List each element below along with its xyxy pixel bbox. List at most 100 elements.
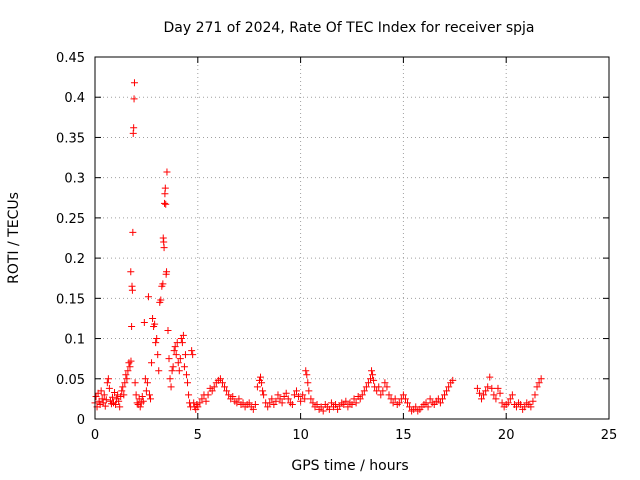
- data-point: [412, 403, 420, 411]
- y-tick-label: 0.05: [56, 373, 85, 388]
- data-point: [445, 383, 453, 391]
- data-point: [278, 399, 286, 407]
- data-point: [221, 383, 229, 391]
- data-point: [373, 387, 381, 395]
- y-tick-label: 0.3: [64, 172, 85, 187]
- x-tick-label: 5: [194, 428, 202, 443]
- data-point: [317, 403, 325, 411]
- y-tick-label: 0.1: [64, 333, 85, 348]
- data-point: [184, 379, 192, 387]
- y-tick-label: 0.15: [56, 292, 85, 307]
- data-point: [114, 391, 122, 399]
- data-point: [274, 391, 282, 399]
- data-point: [521, 403, 529, 411]
- data-point: [537, 375, 545, 383]
- data-point: [258, 379, 266, 387]
- data-point: [490, 391, 498, 399]
- data-point: [406, 403, 414, 411]
- data-point: [370, 376, 378, 384]
- data-point: [169, 363, 177, 371]
- data-point: [189, 351, 197, 359]
- data-point: [295, 392, 303, 400]
- data-point: [478, 395, 486, 403]
- data-point: [504, 399, 512, 407]
- data-point: [426, 395, 434, 403]
- data-point: [136, 403, 144, 411]
- data-point: [364, 379, 372, 387]
- data-point: [496, 389, 504, 397]
- data-point: [375, 383, 383, 391]
- data-point: [123, 375, 131, 383]
- data-point: [163, 168, 171, 176]
- data-point: [98, 395, 106, 403]
- data-point: [172, 351, 180, 359]
- data-point: [233, 399, 241, 407]
- data-point: [160, 199, 168, 207]
- data-point: [422, 399, 430, 407]
- data-point: [304, 379, 312, 387]
- data-point: [162, 200, 170, 208]
- data-point: [196, 399, 204, 407]
- data-point: [360, 387, 368, 395]
- data-point: [272, 397, 280, 405]
- data-point: [141, 375, 149, 383]
- data-point: [383, 383, 391, 391]
- data-point: [108, 393, 116, 401]
- data-point: [352, 399, 360, 407]
- data-point: [223, 387, 231, 395]
- data-point: [492, 395, 500, 403]
- data-point: [302, 367, 310, 375]
- data-point: [130, 79, 138, 87]
- data-point: [475, 389, 483, 397]
- data-point: [350, 395, 358, 403]
- data-point: [533, 383, 541, 391]
- data-point: [348, 401, 356, 409]
- y-tick-label: 0.25: [56, 212, 85, 227]
- data-point: [198, 395, 206, 403]
- data-point: [313, 401, 321, 409]
- y-tick-label: 0.4: [64, 91, 85, 106]
- data-point: [144, 293, 152, 301]
- data-point: [342, 397, 350, 405]
- data-point: [179, 331, 187, 339]
- data-point: [276, 395, 284, 403]
- data-point: [309, 399, 317, 407]
- y-tick-label: 0: [77, 413, 85, 428]
- data-point: [290, 391, 298, 399]
- data-point: [159, 280, 167, 288]
- data-point: [188, 347, 196, 355]
- data-point: [367, 375, 375, 383]
- data-point: [358, 391, 366, 399]
- data-point: [131, 379, 139, 387]
- data-point: [404, 399, 412, 407]
- data-point: [129, 228, 137, 236]
- data-point: [148, 359, 156, 367]
- data-point: [473, 384, 481, 392]
- data-point: [249, 405, 257, 413]
- data-point: [264, 403, 272, 411]
- data-point: [216, 375, 224, 383]
- data-point: [305, 387, 313, 395]
- data-point: [297, 397, 305, 405]
- y-tick-label: 0.35: [56, 131, 85, 146]
- data-point: [142, 387, 150, 395]
- data-point: [151, 320, 159, 328]
- data-point: [152, 339, 160, 347]
- data-point: [381, 379, 389, 387]
- data-point: [166, 375, 174, 383]
- data-point: [128, 286, 136, 294]
- data-point: [449, 376, 457, 384]
- data-point: [284, 395, 292, 403]
- data-point: [486, 373, 494, 381]
- data-point: [268, 395, 276, 403]
- data-point: [128, 322, 136, 330]
- data-point: [424, 403, 432, 411]
- data-point: [138, 392, 146, 400]
- data-point: [121, 379, 129, 387]
- data-point: [229, 392, 237, 400]
- data-point: [132, 391, 140, 399]
- data-point: [130, 124, 138, 132]
- data-point: [260, 391, 268, 399]
- data-point: [389, 399, 397, 407]
